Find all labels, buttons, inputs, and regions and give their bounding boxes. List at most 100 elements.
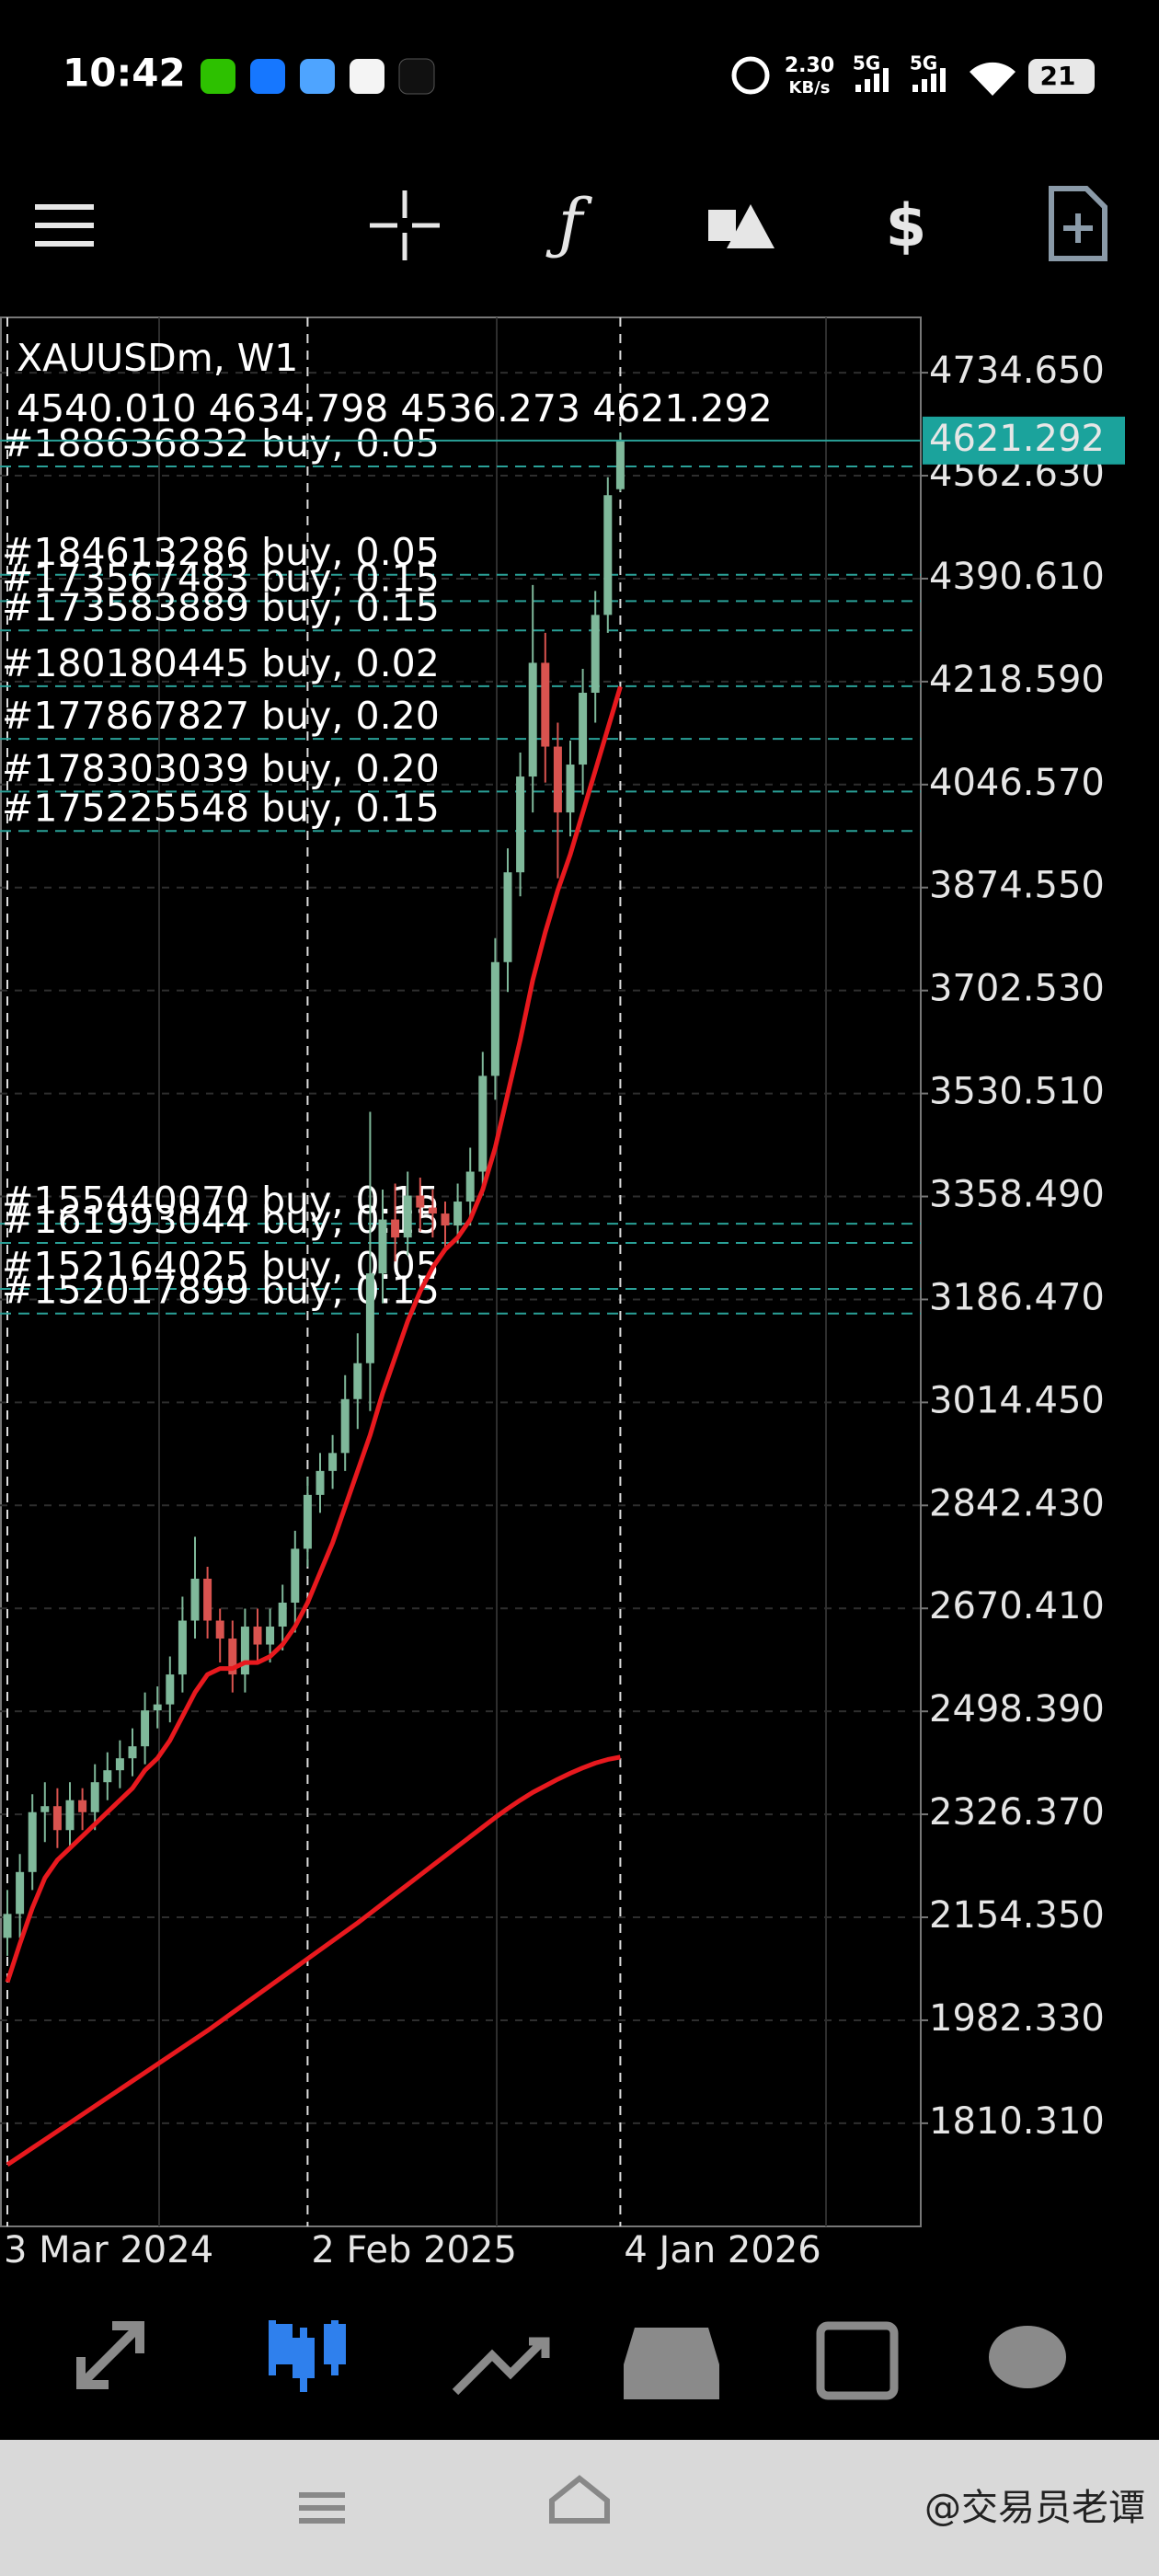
grid [0, 317, 921, 2226]
candle-body [78, 1800, 87, 1812]
candle-body [516, 776, 525, 873]
candle-body [428, 1207, 437, 1214]
candle-body [240, 1627, 249, 1675]
system-nav: @交易员老谭 [0, 2440, 1159, 2576]
candle-body [303, 1494, 312, 1549]
home-button[interactable] [549, 2475, 610, 2524]
candle-body [166, 1674, 175, 1705]
menu-button[interactable] [35, 204, 94, 247]
y-tick-label: 1982.330 [929, 1997, 1105, 2040]
candle-body [65, 1800, 75, 1831]
order-label: #188636832 buy, 0.05 [2, 421, 440, 466]
candle-body [478, 1075, 488, 1172]
candle-body [178, 1620, 187, 1675]
app-icon [201, 59, 235, 94]
system-nav-bar [0, 2440, 1159, 2576]
x-tick-label: 2 Feb 2025 [311, 2229, 517, 2271]
y-tick-label: 2498.390 [929, 1688, 1105, 1731]
watermark: @交易员老谭 [924, 2487, 1145, 2529]
candle-body [378, 1219, 387, 1274]
candle-body [528, 662, 537, 777]
order-label: #155440070 buy, 0.15 [2, 1179, 440, 1223]
candle-body [403, 1195, 412, 1238]
candle-body [579, 692, 588, 765]
candle-body [266, 1627, 275, 1645]
candle-body [103, 1770, 112, 1783]
chart-title: XAUUSDm, W1 [17, 336, 298, 380]
candle-body [416, 1195, 425, 1208]
candle-body [490, 961, 499, 1076]
order-label: #175225548 buy, 0.15 [2, 786, 440, 830]
order-label: #177867827 buy, 0.20 [2, 694, 440, 738]
candle-body [566, 765, 575, 813]
clock: 10:42 [63, 51, 186, 96]
alarm-icon [731, 56, 770, 95]
plot: #188636832 buy, 0.05 #184613286 buy, 0.05… [0, 317, 921, 2226]
high-value: 4634.798 [209, 386, 389, 431]
vertical-grid [158, 317, 827, 2226]
y-tick-label: 3702.530 [929, 968, 1105, 1010]
recents-button[interactable] [299, 2492, 345, 2524]
price-tag [923, 416, 1125, 465]
chart-frame [0, 316, 922, 2227]
candle-body [228, 1639, 237, 1675]
candle-body [40, 1806, 50, 1812]
chart-tab[interactable] [269, 2320, 346, 2392]
candle-body [391, 1219, 400, 1238]
y-tick-label: 4046.570 [929, 762, 1105, 804]
nav-background [0, 2282, 1159, 2438]
candle-body [541, 662, 550, 747]
order-label: #161993044 buy, 0.15 [2, 1198, 440, 1242]
quotes-tab[interactable] [76, 2321, 144, 2389]
status-bar: 10:42 2.30 KB/s 5G 5G 21 [63, 51, 1095, 98]
candle-body [16, 1871, 25, 1915]
candle-body [453, 1202, 463, 1226]
candle-body [328, 1453, 338, 1471]
candle-body [3, 1914, 12, 1938]
battery-level: 21 [1040, 61, 1076, 91]
candle-body [278, 1602, 287, 1627]
sim-label: 5G [853, 52, 880, 75]
history-tab[interactable] [624, 2328, 719, 2399]
net-speed: 2.30 [785, 54, 834, 77]
order-label: #173567483 buy, 0.15 [2, 556, 440, 600]
trade-tab[interactable] [452, 2337, 550, 2396]
signal-icon [855, 68, 946, 92]
candle-body [215, 1620, 224, 1639]
candle-body [203, 1578, 212, 1621]
crosshair-button[interactable] [370, 190, 440, 260]
price-axis: 4734.6504562.6304390.6104218.5904046.570… [921, 350, 1125, 2143]
open-value: 4540.010 [17, 386, 197, 431]
x-tick-label: 4 Jan 2026 [624, 2229, 820, 2271]
moving-average [6, 1754, 621, 2168]
candle-body [190, 1578, 200, 1621]
candle-body [253, 1627, 262, 1645]
order-label: #178303039 buy, 0.20 [2, 746, 440, 790]
chat-tab[interactable] [989, 2326, 1066, 2388]
candle-body [353, 1363, 362, 1399]
candle-body [90, 1782, 99, 1812]
x-tick-label: 3 Mar 2024 [4, 2229, 213, 2271]
moving-average [5, 685, 623, 1984]
y-tick-label: 4218.590 [929, 659, 1105, 701]
app-icon [250, 59, 285, 94]
bottom-nav [0, 2282, 1159, 2438]
candle-body [340, 1398, 350, 1454]
order-label: #180180445 buy, 0.02 [2, 641, 440, 685]
news-tab[interactable] [816, 2321, 899, 2400]
candle-body [365, 1273, 374, 1363]
candle-body [316, 1470, 325, 1495]
y-tick-label: 4390.610 [929, 556, 1105, 598]
app-icon [300, 59, 335, 94]
y-tick-label: 4734.650 [929, 350, 1105, 392]
candle-body [465, 1171, 475, 1202]
candle-body [291, 1548, 300, 1603]
objects-button[interactable] [708, 204, 775, 248]
trade-button[interactable]: $ [886, 193, 927, 261]
y-tick-label: 3358.490 [929, 1174, 1105, 1216]
y-tick-label: 1810.310 [929, 2100, 1105, 2143]
new-order-button[interactable] [1049, 186, 1107, 261]
y-tick-label: 2154.350 [929, 1894, 1105, 1937]
